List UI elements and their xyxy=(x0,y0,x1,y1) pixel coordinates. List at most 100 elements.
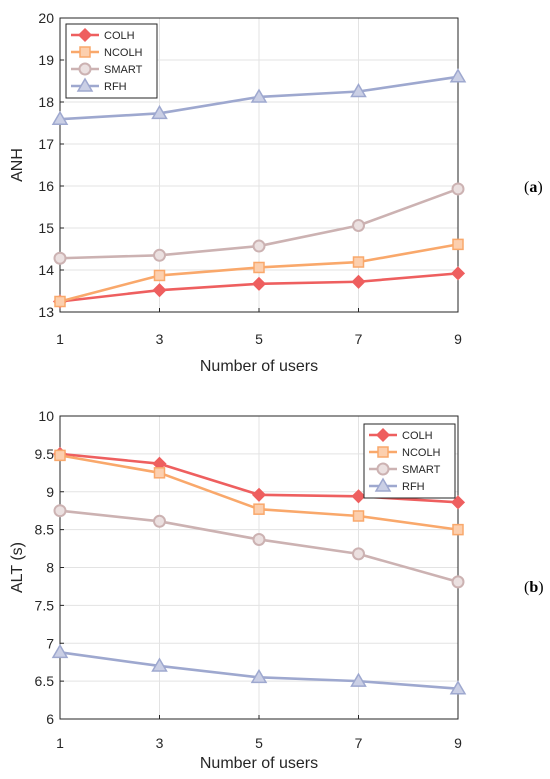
legend-label: RFH xyxy=(104,81,127,93)
legend-item-colh: COLH xyxy=(369,427,433,443)
x-tick-label: 9 xyxy=(454,331,462,347)
legend-item-smart: SMART xyxy=(71,62,143,76)
data-point xyxy=(51,110,69,125)
x-tick-label: 1 xyxy=(56,735,64,751)
y-tick-label: 8 xyxy=(46,560,54,576)
y-tick-label: 9 xyxy=(46,484,54,500)
x-tick-label: 5 xyxy=(255,735,263,751)
legend-marker xyxy=(79,46,91,58)
data-point xyxy=(351,274,366,289)
legend-label: SMART xyxy=(402,464,441,476)
legend-item-rfh: RFH xyxy=(71,77,127,93)
data-point xyxy=(151,657,168,672)
y-tick-label: 14 xyxy=(38,262,54,278)
legend-label: NCOLH xyxy=(104,47,143,59)
data-point xyxy=(251,276,267,291)
data-point xyxy=(451,575,465,589)
data-point xyxy=(450,495,466,510)
data-point xyxy=(350,83,367,98)
series-rfh xyxy=(51,68,467,125)
x-tick-label: 1 xyxy=(56,331,64,347)
series-smart xyxy=(53,504,465,589)
x-tick-label: 3 xyxy=(156,331,164,347)
legend-marker xyxy=(375,427,391,443)
series-ncolh xyxy=(54,449,464,536)
y-tick-label: 19 xyxy=(38,52,54,68)
data-point xyxy=(352,256,365,268)
data-point xyxy=(452,523,464,536)
data-point xyxy=(151,104,168,120)
legend-marker xyxy=(376,462,390,476)
legend-item-rfh: RFH xyxy=(369,477,425,493)
y-tick-label: 18 xyxy=(38,94,54,110)
data-point xyxy=(253,261,265,274)
y-tick-label: 7 xyxy=(46,635,54,651)
series-smart xyxy=(53,182,465,265)
y-tick-label: 17 xyxy=(38,136,54,152)
legend-item-ncolh: NCOLH xyxy=(71,46,143,59)
y-tick-label: 9.5 xyxy=(35,446,55,462)
data-point xyxy=(54,295,66,308)
legend-marker xyxy=(76,77,94,92)
y-tick-label: 10 xyxy=(38,408,54,424)
data-point xyxy=(53,251,67,265)
legend: COLH NCOLH SMART RFH xyxy=(363,423,456,499)
y-tick-label: 6 xyxy=(46,711,54,727)
x-tick-label: 7 xyxy=(355,331,363,347)
x-tick-label: 3 xyxy=(156,735,164,751)
legend-label: RFH xyxy=(402,481,425,493)
data-point xyxy=(250,88,268,103)
legend-item-colh: COLH xyxy=(71,27,135,43)
data-point xyxy=(449,680,467,695)
x-axis-label: Number of users xyxy=(200,358,318,375)
y-tick-label: 15 xyxy=(38,220,54,236)
data-point xyxy=(452,238,464,251)
x-tick-label: 9 xyxy=(454,735,462,751)
data-point xyxy=(153,248,166,262)
y-tick-label: 13 xyxy=(38,304,54,320)
panel-label: (b) xyxy=(524,579,544,596)
y-tick-label: 8.5 xyxy=(35,522,55,538)
legend-marker xyxy=(374,477,392,492)
data-point xyxy=(252,532,266,546)
x-tick-label: 7 xyxy=(355,735,363,751)
legend-label: NCOLH xyxy=(402,447,441,459)
data-point xyxy=(153,269,166,282)
y-tick-label: 20 xyxy=(38,10,54,26)
y-tick-label: 7.5 xyxy=(35,597,55,613)
data-point xyxy=(153,514,166,528)
data-point xyxy=(53,504,67,518)
data-point xyxy=(253,503,265,515)
data-point xyxy=(351,489,366,504)
legend-item-smart: SMART xyxy=(369,462,441,476)
legend-label: COLH xyxy=(104,30,135,42)
legend: COLH NCOLH SMART RFH xyxy=(65,23,158,99)
data-point xyxy=(51,643,69,659)
y-tick-label: 6.5 xyxy=(35,673,55,689)
x-axis-label: Number of users xyxy=(200,755,318,772)
series-rfh xyxy=(51,643,467,695)
data-point xyxy=(450,266,466,281)
data-point xyxy=(449,68,467,83)
data-point xyxy=(350,672,367,687)
data-point xyxy=(152,283,167,298)
x-tick-label: 5 xyxy=(255,331,263,347)
panel-letter: a xyxy=(529,179,537,196)
panel-letter: b xyxy=(529,579,538,596)
panel-label: (a) xyxy=(524,179,543,196)
legend-marker xyxy=(377,446,389,458)
data-point xyxy=(352,547,365,561)
data-point xyxy=(54,449,66,462)
data-point xyxy=(352,218,365,232)
data-point xyxy=(250,668,268,684)
data-point xyxy=(252,239,266,253)
legend-label: SMART xyxy=(104,64,143,76)
data-point xyxy=(352,510,365,522)
series-ncolh xyxy=(54,238,464,308)
chart-panel-b: 1 3 5 7 9 6 6.5 7 7.5 8 8.5 9 9.5 10 Number of users AL… xyxy=(9,408,544,772)
data-point xyxy=(153,467,166,479)
y-tick-label: 16 xyxy=(38,178,54,194)
legend-marker xyxy=(78,62,92,76)
